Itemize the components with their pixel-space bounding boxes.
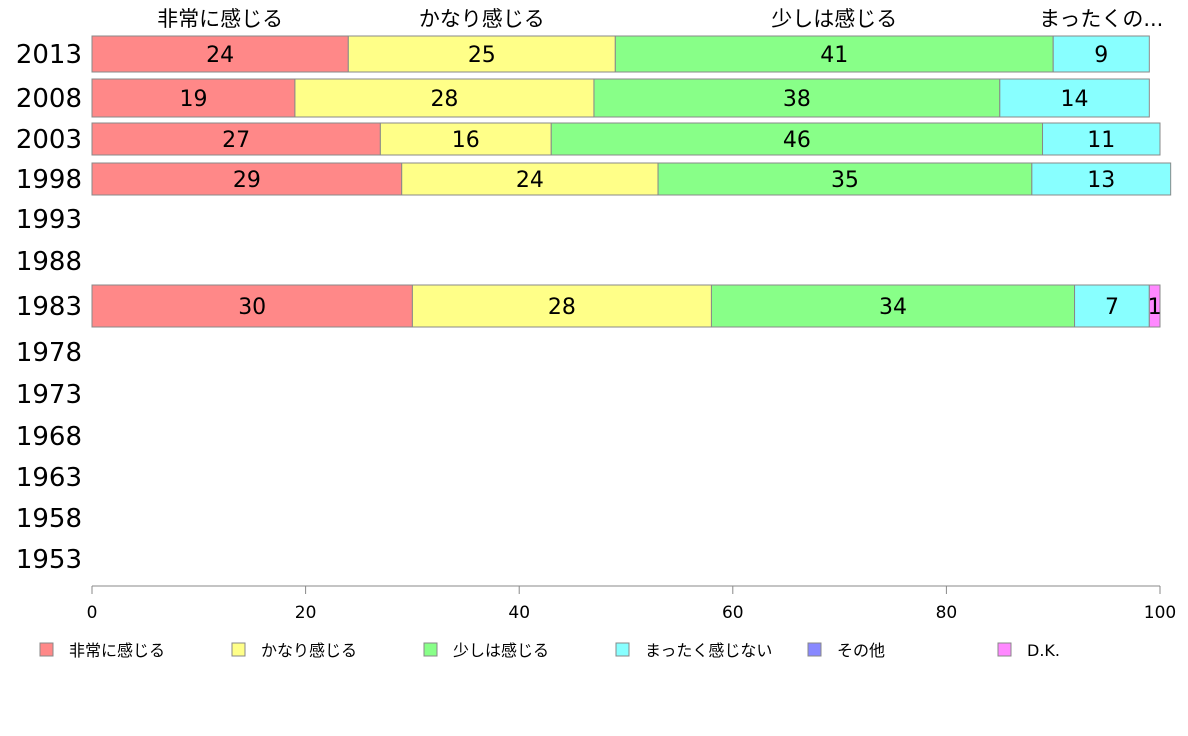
data-label-2013-2: 41 <box>820 43 848 68</box>
data-label-1998-2: 35 <box>831 168 859 193</box>
data-label-2003-3: 11 <box>1087 128 1115 153</box>
year-label-1998: 1998 <box>16 165 82 195</box>
top-label-2: 少しは感じる <box>771 7 897 31</box>
x-tick-label-40: 40 <box>508 603 530 623</box>
bar-segment-2013-0 <box>91 35 349 73</box>
year-label-2003: 2003 <box>16 125 82 155</box>
bar-segment-1998-1 <box>401 162 659 196</box>
year-label-1953: 1953 <box>16 545 82 575</box>
data-label-2008-0: 19 <box>179 87 207 112</box>
bar-segment-1983-2 <box>710 284 1076 328</box>
year-label-1993: 1993 <box>16 205 82 235</box>
bar-segment-2008-1 <box>294 78 595 118</box>
bar-segment-1998-3 <box>1031 162 1172 196</box>
year-label-2013: 2013 <box>16 40 82 70</box>
bar-segment-2008-2 <box>593 78 1001 118</box>
year-label-2008: 2008 <box>16 84 82 114</box>
legend-swatch-5 <box>997 642 1012 657</box>
x-tick-label-20: 20 <box>295 603 317 623</box>
bars-group: 24 25 41 9 19 28 38 14 27 16 46 11 29 24 35 13 30 28 34 7 1 <box>91 35 1172 328</box>
year-label-1978: 1978 <box>16 338 82 368</box>
bar-segment-2013-2 <box>614 35 1054 73</box>
legend-swatch-0 <box>39 642 54 657</box>
bar-segment-2008-0 <box>91 78 296 118</box>
year-label-1983: 1983 <box>16 292 82 322</box>
data-label-1983-2: 34 <box>879 295 907 320</box>
bar-segment-1983-1 <box>411 284 712 328</box>
data-label-2008-2: 38 <box>783 87 811 112</box>
year-label-1963: 1963 <box>16 463 82 493</box>
legend-swatch-2 <box>423 642 438 657</box>
bar-segment-2003-3 <box>1042 122 1161 156</box>
x-tick-label-60: 60 <box>722 603 744 623</box>
data-label-2013-1: 25 <box>468 43 496 68</box>
year-axis-labels: 2013 2008 2003 1998 1993 1988 1983 1978 1973 1968… <box>16 40 82 575</box>
bar-segment-1998-0 <box>91 162 403 196</box>
top-category-labels: 非常に感じる かなり感じる 少しは感じる まったくの... <box>157 7 1163 31</box>
data-label-2003-0: 27 <box>222 128 250 153</box>
data-label-1983-5: 1 <box>1148 295 1162 320</box>
data-label-2008-1: 28 <box>430 87 458 112</box>
year-label-1973: 1973 <box>16 380 82 410</box>
legend-label-3: まったく感じない <box>645 641 772 660</box>
year-label-1958: 1958 <box>16 504 82 534</box>
data-label-2013-0: 24 <box>206 43 234 68</box>
data-label-2003-1: 16 <box>452 128 480 153</box>
top-label-0: 非常に感じる <box>157 7 283 31</box>
top-label-1: かなり感じる <box>419 7 545 31</box>
bar-segment-2013-3 <box>1052 35 1150 73</box>
legend-label-1: かなり感じる <box>261 641 357 660</box>
legend-swatch-3 <box>615 642 630 657</box>
data-label-1983-1: 28 <box>548 295 576 320</box>
legend: 非常に感じる かなり感じる 少しは感じる まったく感じない その他 D.K. <box>39 641 1060 660</box>
legend-label-0: 非常に感じる <box>69 641 165 660</box>
top-label-3: まったくの... <box>1039 7 1163 31</box>
data-label-1998-1: 24 <box>516 168 544 193</box>
x-tick-label-80: 80 <box>936 603 958 623</box>
data-label-1998-0: 29 <box>233 168 261 193</box>
x-axis: 0 20 40 60 80 100 <box>87 585 1176 623</box>
x-tick-label-100: 100 <box>1144 603 1176 623</box>
data-label-1983-0: 30 <box>238 295 266 320</box>
legend-label-4: その他 <box>837 641 885 660</box>
data-label-2003-2: 46 <box>783 128 811 153</box>
x-tick-label-0: 0 <box>87 603 98 623</box>
legend-label-2: 少しは感じる <box>453 641 549 660</box>
data-label-1998-3: 13 <box>1087 168 1115 193</box>
year-label-1968: 1968 <box>16 422 82 452</box>
bar-segment-1983-5 <box>1148 284 1161 328</box>
bar-segment-1983-0 <box>91 284 413 328</box>
bar-segment-2008-3 <box>999 78 1150 118</box>
legend-label-5: D.K. <box>1027 641 1060 660</box>
bar-segment-2013-1 <box>347 35 616 73</box>
data-label-2013-3: 9 <box>1094 43 1108 68</box>
bar-segment-1983-3 <box>1074 284 1150 328</box>
legend-swatch-4 <box>807 642 822 657</box>
data-label-2008-3: 14 <box>1061 87 1089 112</box>
data-label-1983-3: 7 <box>1105 295 1119 320</box>
bar-segment-2003-1 <box>379 122 552 156</box>
bar-segment-2003-0 <box>91 122 381 156</box>
year-label-1988: 1988 <box>16 247 82 277</box>
legend-swatch-1 <box>231 642 246 657</box>
